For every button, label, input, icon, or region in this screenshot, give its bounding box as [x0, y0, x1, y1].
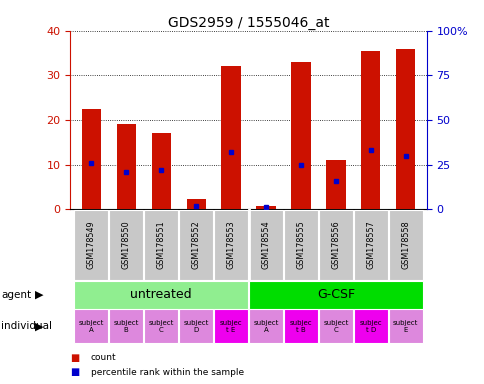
Bar: [74, 281, 247, 309]
Text: GSM178554: GSM178554: [261, 220, 270, 269]
Bar: [395, 49, 415, 209]
Bar: [179, 310, 212, 343]
Bar: [186, 199, 205, 209]
Bar: [151, 133, 170, 209]
Bar: [179, 210, 212, 280]
Text: GSM178552: GSM178552: [191, 220, 200, 269]
Bar: [249, 210, 282, 280]
Text: subject
A: subject A: [253, 320, 278, 333]
Text: individual: individual: [1, 321, 52, 331]
Bar: [353, 210, 387, 280]
Text: ■: ■: [70, 353, 79, 363]
Bar: [109, 310, 143, 343]
Text: GSM178555: GSM178555: [296, 220, 305, 269]
Text: count: count: [91, 353, 116, 362]
Text: GSM178558: GSM178558: [400, 220, 409, 269]
Text: percentile rank within the sample: percentile rank within the sample: [91, 368, 243, 377]
Bar: [318, 210, 352, 280]
Bar: [249, 310, 282, 343]
Bar: [256, 206, 275, 209]
Bar: [361, 51, 380, 209]
Text: subject
D: subject D: [183, 320, 209, 333]
Text: subject
B: subject B: [113, 320, 138, 333]
Bar: [249, 281, 422, 309]
Bar: [214, 210, 247, 280]
Bar: [291, 62, 310, 209]
Text: GSM178549: GSM178549: [87, 220, 96, 269]
Text: GSM178550: GSM178550: [121, 220, 131, 269]
Text: subjec
t D: subjec t D: [359, 320, 381, 333]
Text: GSM178553: GSM178553: [226, 220, 235, 269]
Text: ■: ■: [70, 367, 79, 377]
Bar: [81, 109, 101, 209]
Text: GSM178557: GSM178557: [365, 220, 375, 269]
Text: GSM178551: GSM178551: [156, 220, 166, 269]
Text: ▶: ▶: [35, 290, 44, 300]
Bar: [221, 66, 240, 209]
Bar: [318, 310, 352, 343]
Text: G-CSF: G-CSF: [316, 288, 354, 301]
Bar: [144, 310, 178, 343]
Text: subjec
t E: subjec t E: [219, 320, 242, 333]
Text: untreated: untreated: [130, 288, 192, 301]
Bar: [353, 310, 387, 343]
Bar: [388, 310, 422, 343]
Bar: [109, 210, 143, 280]
Text: agent: agent: [1, 290, 31, 300]
Text: subject
C: subject C: [322, 320, 348, 333]
Bar: [116, 124, 136, 209]
Title: GDS2959 / 1555046_at: GDS2959 / 1555046_at: [167, 16, 329, 30]
Bar: [388, 210, 422, 280]
Bar: [326, 160, 345, 209]
Bar: [74, 310, 108, 343]
Bar: [144, 210, 178, 280]
Bar: [74, 210, 108, 280]
Text: subject
A: subject A: [78, 320, 104, 333]
Bar: [214, 310, 247, 343]
Bar: [284, 310, 318, 343]
Text: subject
E: subject E: [393, 320, 418, 333]
Bar: [284, 210, 318, 280]
Text: subjec
t B: subjec t B: [289, 320, 312, 333]
Text: GSM178556: GSM178556: [331, 220, 340, 269]
Text: ▶: ▶: [35, 321, 44, 331]
Text: subject
C: subject C: [148, 320, 174, 333]
